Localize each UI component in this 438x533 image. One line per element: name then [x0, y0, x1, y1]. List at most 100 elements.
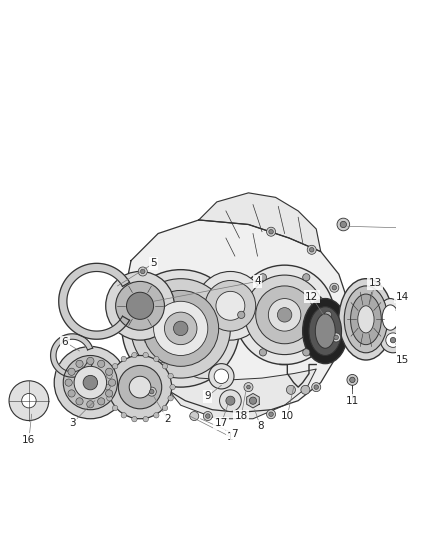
Polygon shape — [199, 193, 321, 252]
Circle shape — [205, 414, 210, 418]
Text: 2: 2 — [164, 414, 170, 424]
Circle shape — [143, 352, 148, 358]
Circle shape — [244, 383, 253, 392]
Text: 10: 10 — [281, 411, 294, 421]
Circle shape — [269, 412, 273, 416]
Circle shape — [121, 356, 127, 362]
Circle shape — [277, 308, 292, 322]
Circle shape — [249, 397, 257, 405]
Ellipse shape — [358, 306, 374, 333]
Circle shape — [87, 357, 94, 365]
Circle shape — [68, 368, 75, 375]
Circle shape — [122, 270, 240, 387]
Circle shape — [9, 381, 49, 421]
Ellipse shape — [309, 306, 342, 356]
Circle shape — [219, 390, 241, 411]
Circle shape — [116, 281, 164, 330]
Text: 17: 17 — [215, 418, 228, 428]
Circle shape — [330, 283, 339, 292]
Circle shape — [269, 229, 273, 234]
Circle shape — [173, 321, 188, 336]
Circle shape — [22, 393, 36, 408]
Circle shape — [83, 375, 98, 390]
Circle shape — [267, 410, 276, 419]
Circle shape — [107, 373, 112, 379]
Polygon shape — [247, 393, 259, 408]
Circle shape — [214, 369, 229, 384]
Circle shape — [74, 366, 106, 399]
Ellipse shape — [339, 279, 393, 360]
Text: 16: 16 — [22, 434, 35, 445]
Circle shape — [245, 275, 325, 354]
Text: 1: 1 — [227, 432, 234, 442]
Circle shape — [63, 356, 117, 410]
Polygon shape — [59, 263, 130, 339]
Circle shape — [107, 395, 112, 401]
Circle shape — [68, 390, 75, 397]
Ellipse shape — [378, 298, 403, 336]
Circle shape — [325, 311, 332, 318]
Polygon shape — [127, 220, 348, 413]
Circle shape — [109, 379, 116, 386]
Circle shape — [118, 366, 162, 409]
Text: 8: 8 — [257, 421, 264, 431]
Circle shape — [98, 398, 105, 405]
Circle shape — [332, 286, 336, 290]
Circle shape — [235, 265, 334, 365]
Circle shape — [267, 227, 276, 236]
Circle shape — [106, 390, 113, 397]
Circle shape — [259, 349, 267, 356]
Ellipse shape — [303, 298, 348, 364]
Ellipse shape — [315, 314, 335, 348]
Circle shape — [168, 373, 173, 379]
Circle shape — [162, 364, 168, 369]
Circle shape — [141, 269, 145, 274]
Circle shape — [238, 311, 245, 318]
Polygon shape — [51, 334, 93, 377]
Circle shape — [54, 346, 127, 419]
Text: 7: 7 — [232, 429, 238, 439]
Circle shape — [106, 368, 113, 375]
Text: 13: 13 — [368, 278, 381, 288]
Circle shape — [259, 273, 267, 281]
Circle shape — [312, 383, 321, 392]
Circle shape — [303, 273, 310, 281]
Text: 18: 18 — [235, 411, 248, 421]
Circle shape — [98, 360, 105, 367]
Circle shape — [113, 364, 118, 369]
Circle shape — [87, 401, 94, 408]
Circle shape — [203, 411, 212, 421]
Circle shape — [340, 221, 346, 228]
Text: 3: 3 — [69, 418, 76, 428]
Circle shape — [147, 387, 156, 396]
Circle shape — [286, 385, 296, 394]
Circle shape — [350, 377, 355, 383]
Circle shape — [76, 360, 83, 367]
Circle shape — [138, 267, 147, 276]
Circle shape — [347, 375, 358, 385]
Circle shape — [310, 247, 314, 252]
Circle shape — [247, 385, 250, 389]
Circle shape — [154, 413, 159, 418]
Circle shape — [105, 384, 110, 390]
Circle shape — [334, 335, 339, 340]
Ellipse shape — [344, 286, 388, 353]
Circle shape — [132, 416, 137, 422]
Circle shape — [301, 385, 310, 394]
Circle shape — [307, 245, 316, 254]
Circle shape — [390, 337, 396, 343]
Text: 12: 12 — [305, 292, 318, 302]
Circle shape — [121, 413, 127, 418]
Circle shape — [113, 405, 118, 411]
Circle shape — [154, 301, 208, 356]
Circle shape — [149, 390, 154, 394]
Circle shape — [65, 379, 72, 386]
Circle shape — [168, 395, 173, 401]
Text: 14: 14 — [396, 292, 409, 302]
Text: 15: 15 — [396, 355, 409, 365]
Circle shape — [76, 398, 83, 405]
Text: 6: 6 — [62, 337, 68, 347]
Circle shape — [131, 279, 230, 378]
Circle shape — [143, 290, 219, 366]
Circle shape — [226, 396, 235, 405]
